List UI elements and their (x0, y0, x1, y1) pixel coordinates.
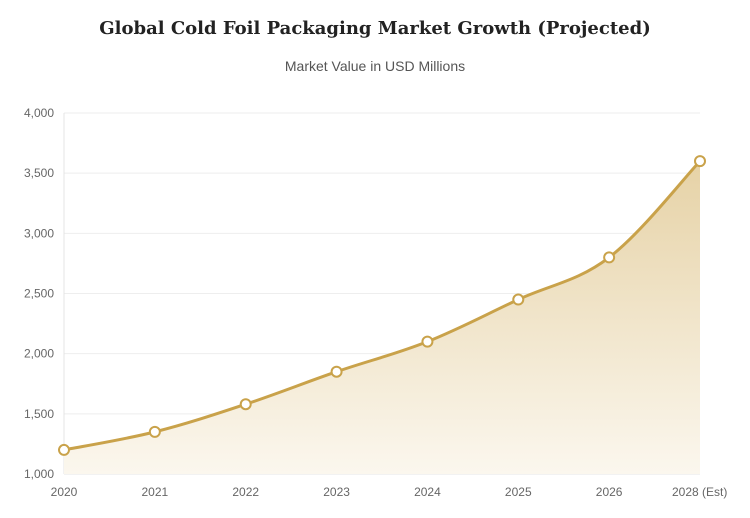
x-tick-label: 2021 (142, 485, 169, 499)
y-tick-label: 1,500 (24, 407, 54, 421)
y-axis-ticks: 1,000 1,500 2,000 2,500 3,000 3,500 4,000 (24, 106, 54, 481)
x-tick-label: 2025 (505, 485, 532, 499)
x-axis-ticks: 2020 2021 2022 2023 2024 2025 2026 2028 (Est) (51, 485, 728, 499)
data-point-2021[interactable] (148, 425, 161, 438)
area-fill-group (64, 161, 700, 474)
y-tick-label: 1,000 (24, 467, 54, 481)
data-point-2020[interactable] (58, 443, 70, 456)
y-tick-label: 2,000 (24, 347, 54, 361)
x-tick-label: 2024 (414, 485, 441, 499)
data-point-2025[interactable] (512, 293, 525, 306)
x-tick-label: 2020 (51, 485, 78, 499)
series-area-fill (64, 161, 700, 474)
data-point-2026[interactable] (603, 251, 616, 264)
data-point-2023[interactable] (330, 365, 343, 378)
data-point-2028-est[interactable] (694, 155, 706, 168)
x-tick-label: 2023 (323, 485, 350, 499)
y-tick-label: 3,500 (24, 166, 54, 180)
data-point-2024[interactable] (421, 335, 434, 348)
y-tick-label: 3,000 (24, 226, 54, 240)
x-tick-label: 2026 (596, 485, 623, 499)
chart-title: Global Cold Foil Packaging Market Growth… (99, 18, 651, 39)
data-points (58, 155, 706, 456)
chart-subtitle: Market Value in USD Millions (284, 58, 466, 74)
data-point-2022[interactable] (239, 398, 252, 411)
y-tick-label: 4,000 (24, 106, 54, 120)
y-tick-label: 2,500 (24, 287, 54, 301)
x-tick-label: 2028 (Est) (672, 485, 727, 499)
x-tick-label: 2022 (232, 485, 259, 499)
